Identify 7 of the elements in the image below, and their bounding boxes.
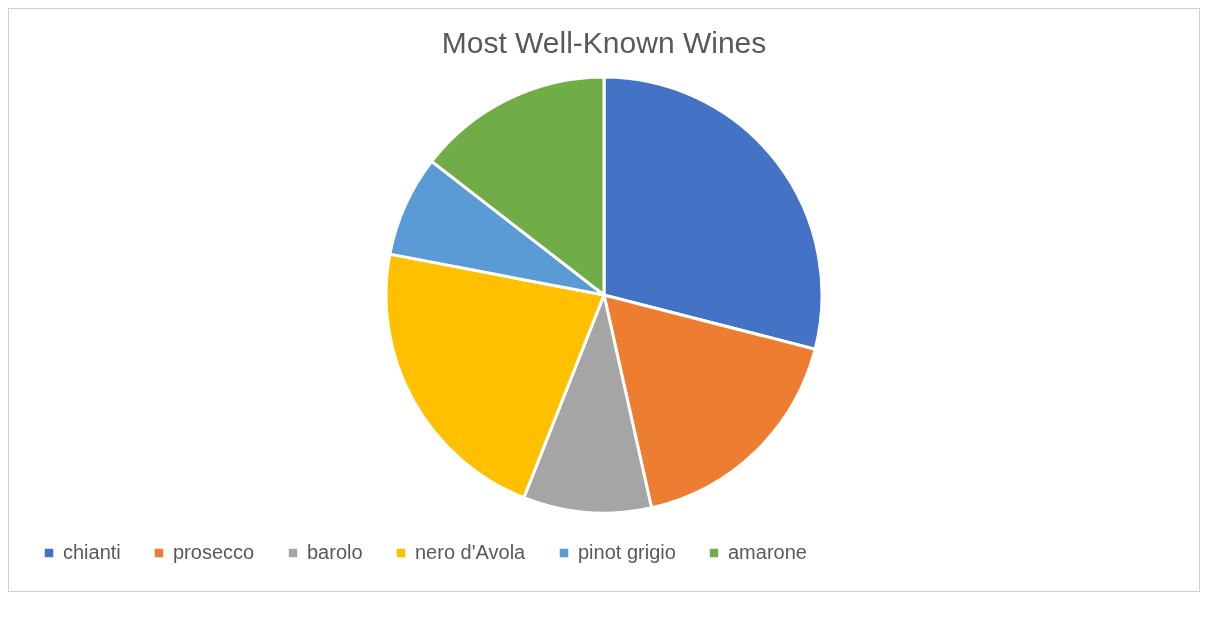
chart-title: Most Well-Known Wines: [441, 26, 767, 59]
legend-label: chianti: [63, 541, 121, 563]
legend-label: barolo: [307, 541, 363, 563]
legend-label: prosecco: [173, 541, 255, 563]
legend-label: amarone: [728, 541, 807, 563]
legend-label: nero d'Avola: [415, 541, 527, 563]
legend-label: pinot grigio: [578, 541, 676, 563]
